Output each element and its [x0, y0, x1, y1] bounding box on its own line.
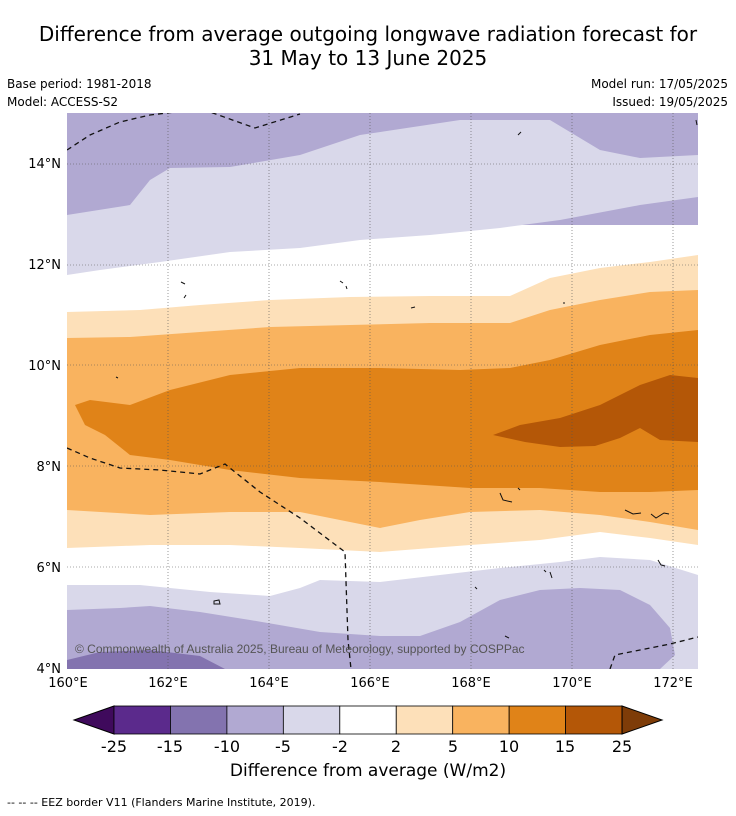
model-name: Model: ACCESS-S2 [7, 95, 119, 109]
y-tick-label: 14°N [28, 157, 61, 172]
base-period: Base period: 1981-2018 [7, 77, 152, 91]
title-line-1: Difference from average outgoing longwav… [38, 22, 698, 46]
colorbar-swatch [282, 705, 341, 735]
colorbar-tick-label: -10 [213, 737, 241, 756]
contour-brown [493, 375, 698, 447]
colorbar-tick-label: 25 [611, 737, 633, 756]
eez-borders [67, 113, 698, 669]
colorbar-tick-label: 15 [554, 737, 576, 756]
colorbar-tick-label: 10 [498, 737, 520, 756]
colorbar-swatch [226, 705, 284, 735]
chart-title: Difference from average outgoing longwav… [0, 22, 736, 70]
model-run: Model run: 17/05/2025 [590, 77, 728, 91]
x-tick-labels: 160°E 162°E 164°E 166°E 168°E 170°E 172°… [48, 676, 693, 691]
colorbar-tick-label: -2 [332, 737, 348, 756]
eez-footnote: -- -- -- EEZ border V11 (Flanders Marine… [7, 796, 316, 809]
y-tick-label: 4°N [37, 662, 62, 677]
colorbar-swatch [113, 705, 171, 735]
y-tick-label: 10°N [28, 359, 61, 374]
y-tick-label: 6°N [37, 561, 62, 576]
x-tick-label: 172°E [653, 676, 693, 691]
colorbar-extend-low [72, 705, 115, 735]
colorbar-swatch [339, 705, 397, 735]
y-tick-label: 12°N [28, 258, 61, 273]
colorbar [72, 705, 664, 735]
meta-right: Model run: 17/05/2025 Issued: 19/05/2025 [591, 75, 728, 111]
contour-bottom-dark-purple [67, 650, 225, 669]
x-tick-label: 168°E [451, 676, 491, 691]
colorbar-tick-label: 5 [447, 737, 459, 756]
contour-fields [67, 113, 698, 669]
colorbar-tick-label: -5 [275, 737, 291, 756]
x-tick-label: 170°E [552, 676, 592, 691]
x-tick-label: 160°E [48, 676, 88, 691]
x-tick-label: 164°E [249, 676, 289, 691]
contour-top-light-purple [67, 120, 698, 275]
colorbar-swatch [508, 705, 566, 735]
contour-dark-orange [75, 330, 698, 492]
contour-bottom-mid-purple [67, 588, 675, 669]
title-line-2: 31 May to 13 June 2025 [248, 46, 488, 70]
y-tick-labels: 4°N 6°N 8°N 10°N 12°N 14°N [28, 157, 61, 677]
colorbar-extend-high [621, 705, 664, 735]
gridlines [67, 113, 698, 669]
x-tick-label: 166°E [350, 676, 390, 691]
meta-left: Base period: 1981-2018 Model: ACCESS-S2 [7, 75, 152, 111]
copyright-text: © Commonwealth of Australia 2025, Bureau… [75, 642, 525, 656]
colorbar-swatch [170, 705, 228, 735]
y-tick-label: 8°N [37, 460, 62, 475]
colorbar-tick-label: 2 [390, 737, 402, 756]
colorbar-title: Difference from average (W/m2) [229, 761, 507, 781]
colorbar-swatch [565, 705, 623, 735]
colorbar-tick-label: -25 [100, 737, 128, 756]
colorbar-swatch [395, 705, 454, 735]
colorbar-swatch [452, 705, 510, 735]
colorbar-tick-label: -15 [156, 737, 184, 756]
x-tick-label: 162°E [148, 676, 188, 691]
islands [115, 119, 698, 639]
issued-date: Issued: 19/05/2025 [612, 95, 728, 109]
